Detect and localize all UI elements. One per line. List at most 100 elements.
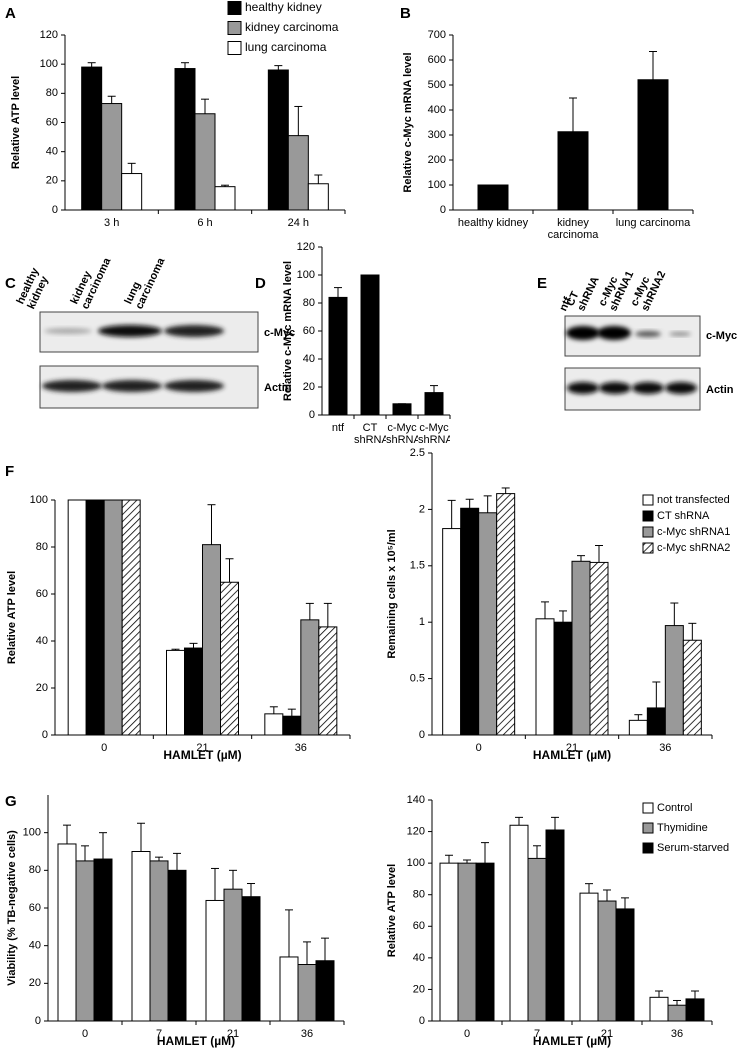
y-tick-label: 20 xyxy=(36,682,48,694)
band-label: c-Myc xyxy=(264,327,295,339)
error-bar xyxy=(63,824,71,844)
y-tick-label: 40 xyxy=(29,940,41,952)
error-bar xyxy=(81,845,89,861)
band xyxy=(567,382,599,394)
band xyxy=(566,326,600,340)
error-bar xyxy=(137,822,145,852)
y-tick-label: 60 xyxy=(413,920,425,932)
y-tick-label: 80 xyxy=(303,297,315,309)
y-tick-label: 2 xyxy=(419,503,425,515)
bar xyxy=(392,403,412,416)
x-axis-label: HAMLET (µM) xyxy=(163,748,241,762)
error-bar xyxy=(305,602,314,620)
x-tick-label: 3 h xyxy=(104,217,119,229)
y-tick-label: 0 xyxy=(440,204,446,216)
y-tick-label: 20 xyxy=(29,977,41,989)
bar xyxy=(545,829,565,1022)
error-bar xyxy=(652,681,661,708)
bar xyxy=(297,964,317,1022)
x-tick-label: 0 xyxy=(81,1028,89,1040)
y-tick-label: 80 xyxy=(413,889,425,901)
y-tick-label: 0.5 xyxy=(410,673,425,685)
panel-label: D xyxy=(255,275,266,292)
y-tick-label: 20 xyxy=(303,381,315,393)
y-tick-label: 700 xyxy=(428,29,446,41)
x-tick-label-text: 21 xyxy=(565,742,579,754)
band xyxy=(599,382,631,394)
x-tick-label-text: 36 xyxy=(300,1028,314,1040)
bar xyxy=(214,186,236,211)
y-tick-label: 120 xyxy=(297,241,315,253)
legend-label: CT shRNA xyxy=(657,510,710,522)
error-bar xyxy=(585,883,593,894)
y-tick-label: 60 xyxy=(303,325,315,337)
error-bar xyxy=(127,162,136,174)
x-tick-label-text: c-Myc shRNA2 xyxy=(418,422,450,446)
error-bar xyxy=(634,714,643,721)
x-tick-label-text: kidney carcinoma xyxy=(547,217,599,241)
error-bar xyxy=(211,867,219,901)
x-tick-label-text: 0 xyxy=(101,742,108,754)
y-tick-label: 100 xyxy=(407,857,425,869)
bar xyxy=(223,888,243,1022)
y-tick-label: 60 xyxy=(29,902,41,914)
bar xyxy=(121,173,143,211)
bar xyxy=(315,960,335,1022)
x-tick-label-text: lung carcinoma xyxy=(615,217,691,229)
y-tick-label: 0 xyxy=(419,1015,425,1027)
y-tick-label: 40 xyxy=(303,353,315,365)
legend-swatch xyxy=(642,822,654,834)
error-bar xyxy=(207,504,216,545)
x-tick-label-text: 7 xyxy=(533,1028,541,1040)
legend-label: healthy kidney xyxy=(245,0,322,14)
x-tick-label-text: ntf xyxy=(331,422,345,434)
x-tick-label: healthy kidney xyxy=(458,217,528,229)
error-bar xyxy=(691,990,699,999)
bar xyxy=(81,66,103,211)
y-tick-label: 0 xyxy=(309,409,315,421)
bar xyxy=(241,896,261,1022)
bar xyxy=(149,860,169,1022)
bar xyxy=(202,544,221,736)
bar xyxy=(174,68,196,211)
bar xyxy=(264,713,284,736)
bar xyxy=(75,860,95,1022)
bar xyxy=(194,113,216,211)
error-bar xyxy=(155,856,163,861)
x-tick-label: 21 xyxy=(226,1028,240,1040)
y-tick-label: 100 xyxy=(40,58,58,70)
y-tick-label: 100 xyxy=(297,269,315,281)
panel-label: G xyxy=(5,793,17,810)
error-bar xyxy=(577,555,585,562)
error-bar xyxy=(569,97,577,132)
bar xyxy=(571,560,591,736)
error-bar xyxy=(551,816,559,830)
bar xyxy=(682,639,702,736)
x-tick-label-text: 21 xyxy=(226,1028,240,1040)
x-axis-label: HAMLET (µM) xyxy=(157,1034,235,1048)
error-bar xyxy=(481,842,489,864)
panel-label: C xyxy=(5,275,16,292)
bar xyxy=(101,103,123,211)
error-bar xyxy=(321,937,329,961)
bar xyxy=(57,843,77,1022)
bar xyxy=(318,626,338,736)
band xyxy=(665,382,697,394)
y-tick-label: 140 xyxy=(407,794,425,806)
band xyxy=(635,331,661,337)
x-tick-label-text: 24 h xyxy=(287,217,310,229)
bar xyxy=(685,998,705,1022)
bar xyxy=(649,996,669,1022)
band-label: c-Myc xyxy=(706,330,737,342)
y-tick-label: 20 xyxy=(413,983,425,995)
x-tick-label-text: 21 xyxy=(600,1028,614,1040)
legend-label: c-Myc shRNA1 xyxy=(657,526,730,538)
x-tick-label-text: 36 xyxy=(294,742,307,754)
bar xyxy=(478,512,498,736)
lane-label: kidney carcinoma xyxy=(68,256,113,311)
error-bar xyxy=(274,65,283,70)
x-tick-label-text: 0 xyxy=(81,1028,89,1040)
legend-label: Serum-starved xyxy=(657,842,729,854)
x-tick-label: 36 xyxy=(659,742,671,754)
band xyxy=(597,326,631,340)
